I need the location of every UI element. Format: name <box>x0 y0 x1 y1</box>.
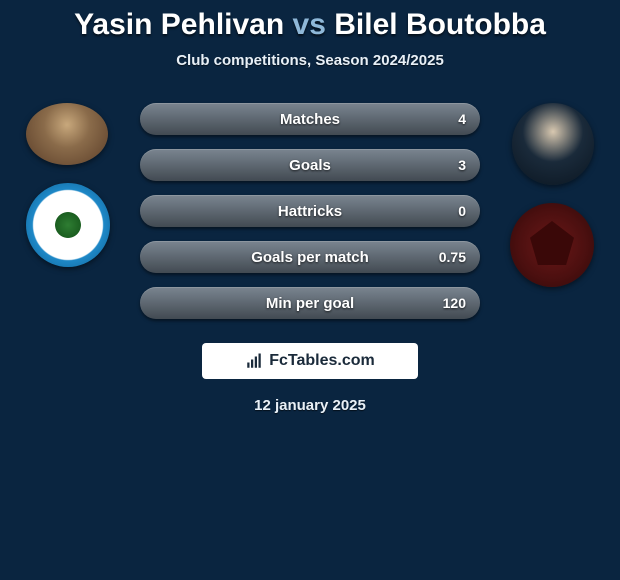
branding-box: FcTables.com <box>202 343 418 379</box>
stats-column: Matches 4 Goals 3 Hattricks 0 Goals per … <box>140 103 480 319</box>
stat-right-value: 0.75 <box>439 249 466 265</box>
left-column <box>22 103 122 267</box>
player1-club-badge <box>26 183 110 267</box>
stat-row-hattricks: Hattricks 0 <box>140 195 480 227</box>
right-column <box>498 103 598 287</box>
comparison-card: Yasin Pehlivan vs Bilel Boutobba Club co… <box>0 0 620 580</box>
vs-text: vs <box>293 8 326 41</box>
stat-right-value: 3 <box>458 157 466 173</box>
player1-name: Yasin Pehlivan <box>74 8 284 41</box>
avatar-placeholder <box>26 103 108 165</box>
player2-club-badge <box>510 203 594 287</box>
stat-right-value: 120 <box>443 295 466 311</box>
branding-text: FcTables.com <box>269 352 375 370</box>
stat-label: Matches <box>280 111 340 128</box>
stat-label: Goals <box>289 157 331 174</box>
stat-row-goals-per-match: Goals per match 0.75 <box>140 241 480 273</box>
stat-row-min-per-goal: Min per goal 120 <box>140 287 480 319</box>
stat-row-matches: Matches 4 <box>140 103 480 135</box>
page-title: Yasin Pehlivan vs Bilel Boutobba <box>0 8 620 42</box>
avatar-placeholder <box>512 103 594 185</box>
subtitle: Club competitions, Season 2024/2025 <box>0 52 620 69</box>
player1-avatar <box>26 103 108 165</box>
stat-label: Hattricks <box>278 203 342 220</box>
stat-right-value: 0 <box>458 203 466 219</box>
stat-right-value: 4 <box>458 111 466 127</box>
date-text: 12 january 2025 <box>0 397 620 414</box>
stat-label: Goals per match <box>251 249 369 266</box>
content-row: Matches 4 Goals 3 Hattricks 0 Goals per … <box>0 103 620 319</box>
chart-icon <box>245 352 263 370</box>
player2-name: Bilel Boutobba <box>334 8 546 41</box>
stat-row-goals: Goals 3 <box>140 149 480 181</box>
stat-label: Min per goal <box>266 295 354 312</box>
player2-avatar <box>512 103 594 185</box>
